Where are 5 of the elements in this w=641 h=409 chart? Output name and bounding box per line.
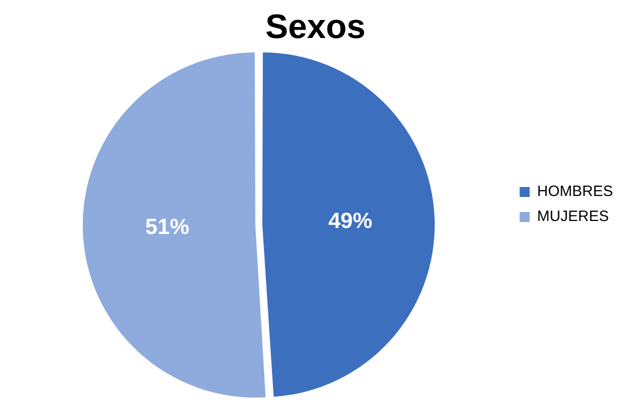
data-label: 49% — [328, 208, 372, 234]
legend-label: HOMBRES — [537, 183, 613, 200]
chart-title: Sexos — [265, 8, 366, 46]
legend-label: MUJERES — [537, 208, 609, 226]
data-label: 51% — [145, 214, 190, 239]
